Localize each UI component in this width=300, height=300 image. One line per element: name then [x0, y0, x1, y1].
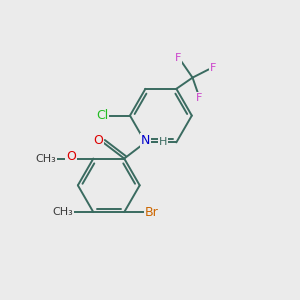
Text: O: O	[93, 134, 103, 147]
Text: H: H	[159, 137, 168, 147]
Text: F: F	[196, 93, 203, 103]
Text: Cl: Cl	[96, 109, 108, 122]
Text: N: N	[141, 134, 150, 147]
Text: F: F	[210, 63, 216, 73]
Text: CH₃: CH₃	[52, 207, 74, 217]
Text: O: O	[66, 150, 76, 163]
Text: CH₃: CH₃	[36, 154, 57, 164]
Text: F: F	[175, 53, 181, 63]
Text: Br: Br	[145, 206, 159, 219]
